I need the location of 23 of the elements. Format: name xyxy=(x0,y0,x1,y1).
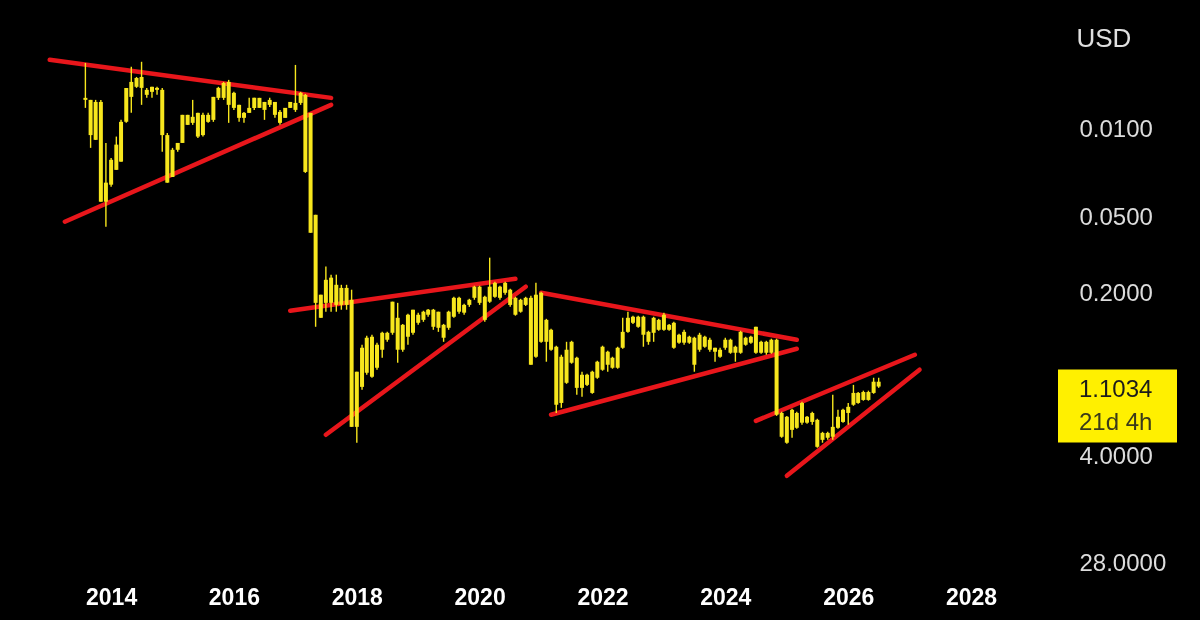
x-tick-label: 2026 xyxy=(823,583,875,610)
x-tick-label: 2014 xyxy=(86,583,138,610)
x-tick-label: 2022 xyxy=(577,583,629,610)
candlestick xyxy=(851,384,856,407)
y-tick-label: 0.0500 xyxy=(1079,203,1153,231)
y-tick-label: 4.0000 xyxy=(1079,442,1153,470)
x-tick-label: 2016 xyxy=(208,583,260,610)
candlestick xyxy=(615,346,620,370)
candlestick xyxy=(139,61,144,106)
x-tick-label: 2020 xyxy=(454,583,506,610)
text: 1.1034 xyxy=(1079,374,1153,402)
y-tick-label: 0.0100 xyxy=(1079,115,1153,143)
candlestick xyxy=(605,350,610,373)
candlestick xyxy=(247,97,252,114)
candlestick xyxy=(83,62,88,109)
x-tick-label: 2028 xyxy=(945,583,998,610)
y-tick-label: 28.0000 xyxy=(1079,548,1167,576)
x-tick-label: 2018 xyxy=(331,583,384,610)
x-tick-label: 2024 xyxy=(700,583,752,610)
y-tick-label: 0.2000 xyxy=(1079,278,1153,306)
y-axis-title: USD xyxy=(1076,22,1132,53)
text: 21d 4h xyxy=(1079,407,1153,435)
candlestick xyxy=(620,317,625,350)
